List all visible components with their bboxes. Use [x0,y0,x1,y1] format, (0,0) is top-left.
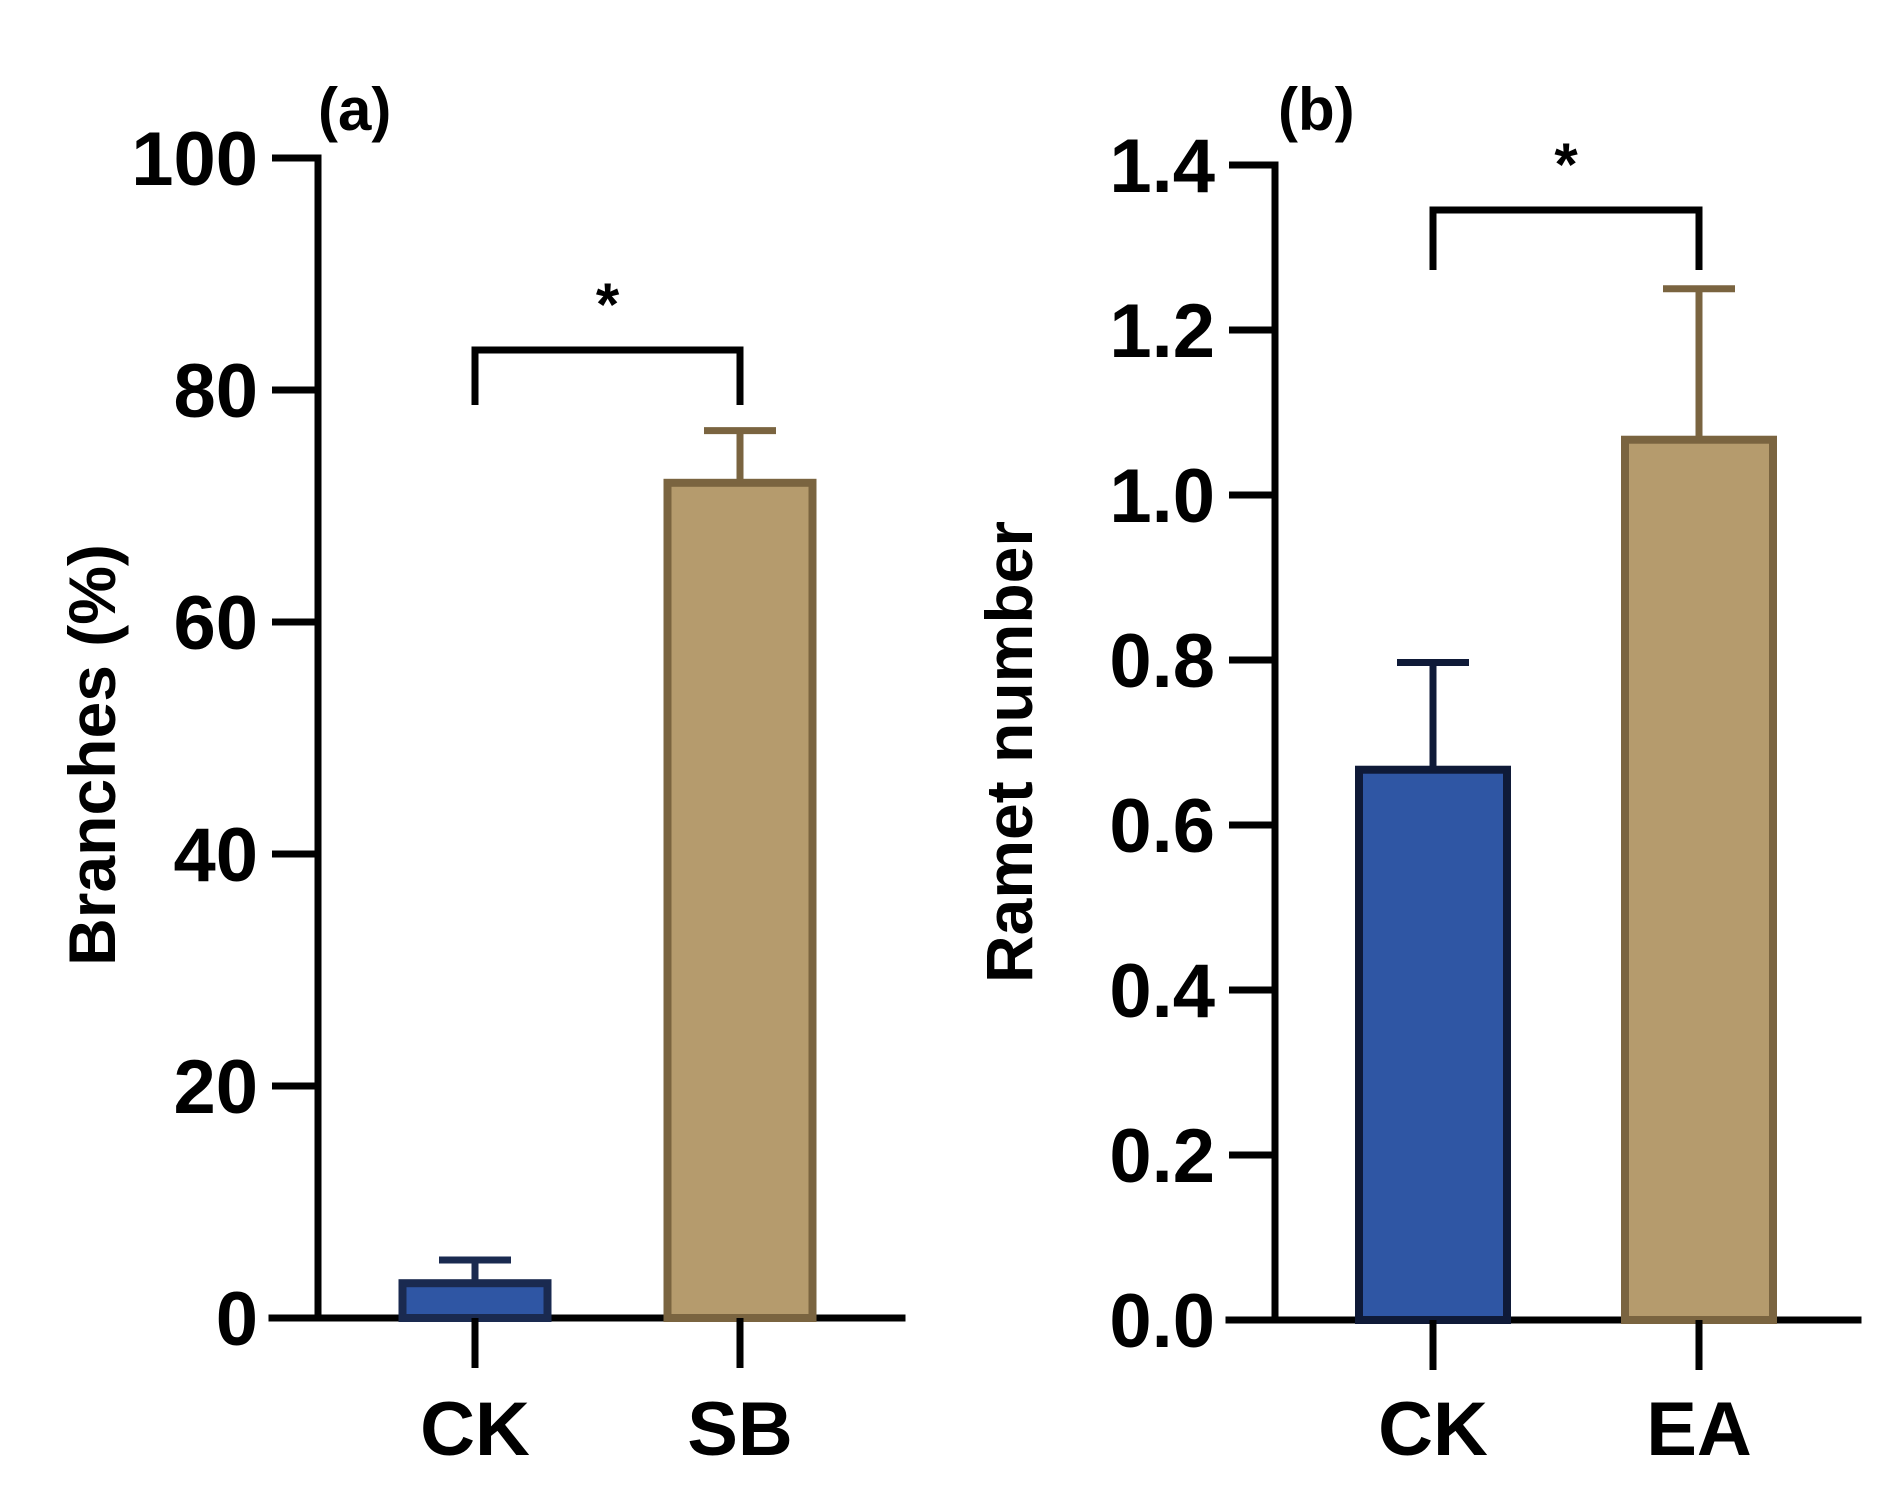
panel-a-bar-sb [663,478,817,1322]
panel-b-x-tick-labels: CK EA [1378,1387,1752,1472]
panel-a-y-tick-label: 0 [216,1277,258,1362]
panel-b-significance: * [1429,131,1703,270]
panel-a-x-tick-label: CK [420,1387,530,1472]
panel-b-bar-ck [1355,765,1511,1324]
panel-a-y-tick-label: 20 [173,1045,258,1130]
panel-b-x-tick-label: CK [1378,1387,1488,1472]
panel-a-y-tick-label: 60 [173,581,258,666]
panel-a-significance-bracket [471,346,744,405]
panel-a-y-ticks: 0 20 40 60 80 100 [131,117,318,1362]
panel-a-bars [398,427,817,1368]
panel-b-y-ticks: 0.0 0.2 0.4 0.6 0.8 1.0 1.2 1.4 [1109,124,1275,1364]
panel-b-significance-bracket [1429,206,1703,270]
panel-a-label: (a) [318,76,391,143]
panel-b-significance-star: * [1554,131,1578,198]
panel-b-y-tick-label: 1.0 [1109,454,1215,539]
panel-a-y-axis-label: Branches (%) [55,544,129,966]
panel-b-y-tick-label: 0.2 [1109,1114,1215,1199]
panel-a-branches-chart: (a) Branches (%) 0 20 40 60 80 100 CK SB * [55,76,906,1472]
panel-b-y-tick-label: 0.4 [1109,949,1215,1034]
panel-b-x-tick-label: EA [1646,1387,1752,1472]
panel-a-y-tick-label: 40 [173,813,258,898]
panel-b-bar-ea [1621,435,1777,1325]
panel-b-y-axis-label: Ramet number [972,521,1046,983]
panel-b-ramet-chart: (b) Ramet number 0.0 0.2 0.4 0.6 0.8 1.0 1.2 1.… [972,76,1862,1472]
panel-b-y-tick-label: 0.6 [1109,784,1215,869]
panel-a-y-tick-label: 100 [131,117,258,202]
panel-b-y-tick-label: 0.0 [1109,1279,1215,1364]
panel-b-y-tick-label: 0.8 [1109,619,1215,704]
panel-a-significance: * [471,271,744,405]
panel-a-y-tick-label: 80 [173,349,258,434]
panel-a-bar-ck [398,1279,552,1322]
panel-a-significance-star: * [596,271,620,338]
panel-b-bars [1355,285,1777,1370]
panel-b-y-tick-label: 1.2 [1109,289,1215,374]
panel-a-x-tick-label: SB [687,1387,793,1472]
panel-b-label: (b) [1278,76,1355,143]
panel-a-x-tick-labels: CK SB [420,1387,793,1472]
panel-b-y-tick-label: 1.4 [1109,124,1215,209]
